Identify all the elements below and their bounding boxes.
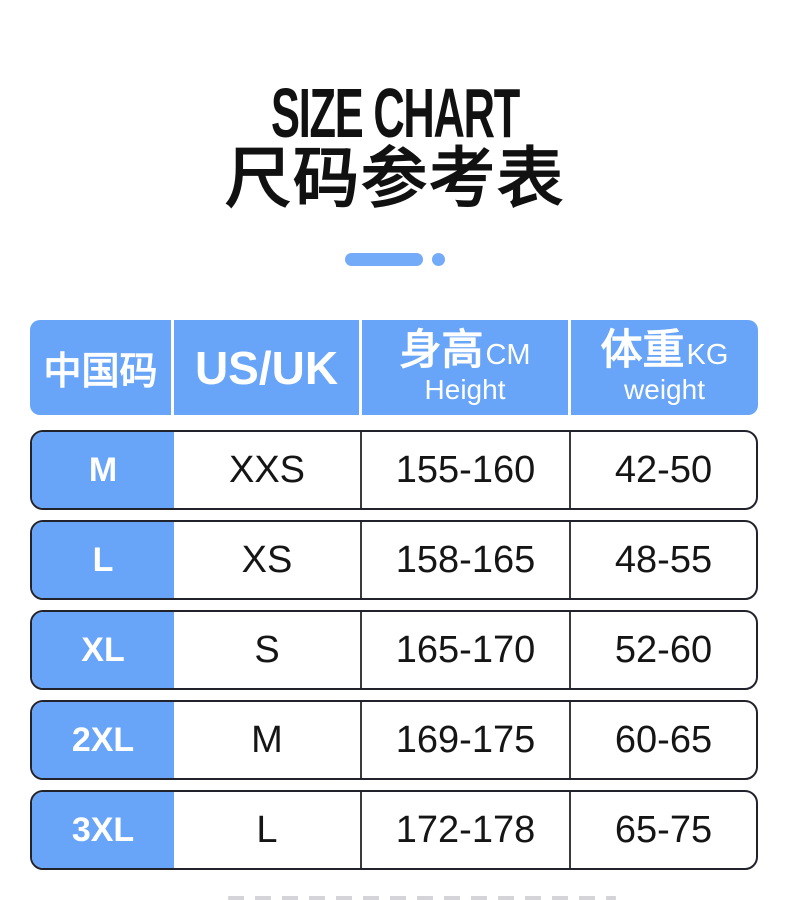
- cell-weight: 52-60: [614, 628, 713, 671]
- header-label-height-en: Height: [424, 373, 506, 405]
- cell-weight: 60-65: [614, 718, 713, 761]
- size-table-header: 中国码 US/UK 身高 CM Height 体重 KG weight: [30, 320, 758, 415]
- divider-pill: [345, 253, 423, 266]
- cell-height: 169-175: [362, 702, 571, 778]
- cell-cn-size: L: [32, 522, 174, 598]
- divider-accent: [0, 252, 790, 267]
- table-row: XL S 165-170 52-60: [30, 610, 758, 690]
- table-row: M XXS 155-160 42-50: [30, 430, 758, 510]
- header-weight-line1: 体重 KG: [600, 325, 729, 373]
- table-row: 2XL M 169-175 60-65: [30, 700, 758, 780]
- cell-height: 165-170: [362, 612, 571, 688]
- header-label-height-zh: 身高: [399, 325, 484, 373]
- page-title-en: SIZE CHART: [271, 74, 520, 152]
- table-row: 3XL L 172-178 65-75: [30, 790, 758, 870]
- cell-us-uk: XS: [174, 522, 362, 598]
- cell-cn-size: XL: [32, 612, 174, 688]
- cell-cn-size: 3XL: [32, 792, 174, 868]
- cell-us-uk: S: [174, 612, 362, 688]
- header-cell-cn-size: 中国码: [30, 320, 174, 415]
- table-row: L XS 158-165 48-55: [30, 520, 758, 600]
- header-label-weight-en: weight: [624, 373, 705, 405]
- header-label-us-uk: US/UK: [194, 341, 339, 394]
- cell-weight: 65-75: [614, 808, 713, 851]
- cell-us-uk: XXS: [174, 432, 362, 508]
- cell-us-uk: M: [174, 702, 362, 778]
- cell-weight: 48-55: [614, 538, 713, 581]
- cell-us-uk: L: [174, 792, 362, 868]
- header-label-height-unit: CM: [485, 338, 531, 371]
- header-cell-us-uk: US/UK: [174, 320, 362, 415]
- page-title-zh: 尺码参考表: [225, 141, 565, 215]
- header-cell-weight: 体重 KG weight: [571, 320, 758, 415]
- header-height-line1: 身高 CM: [399, 325, 531, 373]
- cell-height: 158-165: [362, 522, 571, 598]
- cell-cn-size: 2XL: [32, 702, 174, 778]
- cell-cn-size: M: [32, 432, 174, 508]
- header-cell-height: 身高 CM Height: [362, 320, 571, 415]
- size-table-body: M XXS 155-160 42-50 L XS 158-165 48-55 X…: [30, 430, 758, 870]
- cell-weight: 42-50: [614, 448, 713, 491]
- header-label-cn-size: 中国码: [43, 351, 158, 393]
- cell-height: 172-178: [362, 792, 571, 868]
- bottom-cutoff-text: [228, 896, 616, 900]
- divider-dot: [432, 253, 445, 266]
- header-label-weight-zh: 体重: [600, 325, 685, 373]
- page-title-wrap: SIZE CHART: [0, 78, 790, 148]
- cell-height: 155-160: [362, 432, 571, 508]
- header-label-weight-unit: KG: [686, 338, 729, 371]
